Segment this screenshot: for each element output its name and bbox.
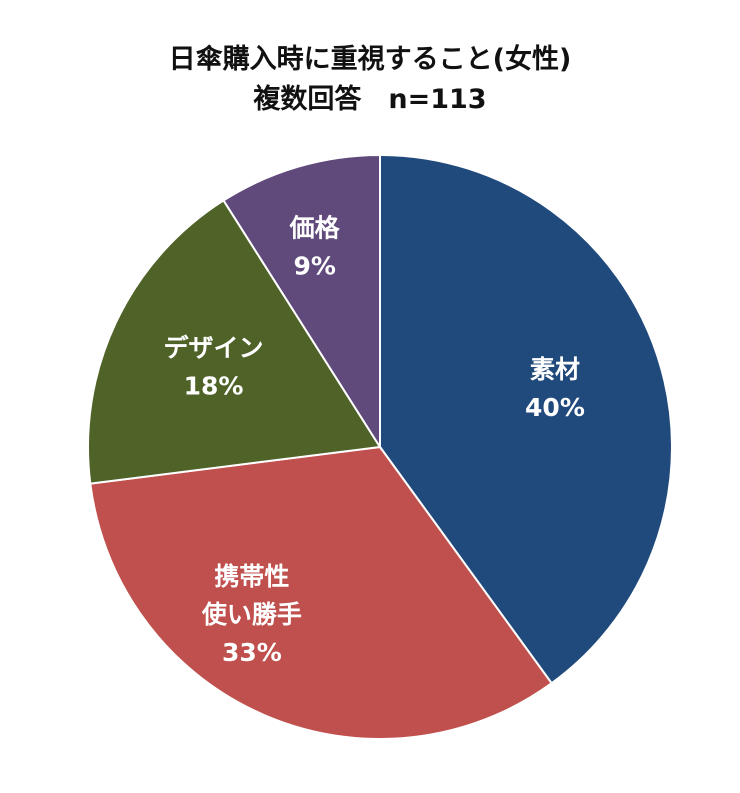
chart-subtitle: 複数回答 n=113 bbox=[253, 84, 487, 115]
slice-category-label-3: 価格 bbox=[289, 213, 341, 242]
chart-title-block: 日傘購入時に重視すること(女性) 複数回答 n=113 bbox=[0, 40, 740, 120]
pie-slice-0 bbox=[379, 153, 673, 685]
slice-value-label-1: 33% bbox=[222, 638, 282, 667]
chart-title: 日傘購入時に重視すること(女性) bbox=[168, 44, 572, 75]
pie-slice-2 bbox=[87, 199, 382, 485]
pie-slice-1 bbox=[89, 445, 554, 740]
pie-slice-3 bbox=[222, 153, 381, 451]
slice-value-label-3: 9% bbox=[293, 251, 335, 280]
slice-category-label-1: 使い勝手 bbox=[201, 600, 302, 629]
slice-category-label-1: 携帯性 bbox=[214, 562, 289, 591]
slice-value-label-2: 18% bbox=[184, 372, 244, 401]
slice-category-label-0: 素材 bbox=[530, 355, 580, 384]
slice-category-label-2: デザイン bbox=[164, 334, 264, 363]
slice-value-label-0: 40% bbox=[525, 393, 585, 422]
